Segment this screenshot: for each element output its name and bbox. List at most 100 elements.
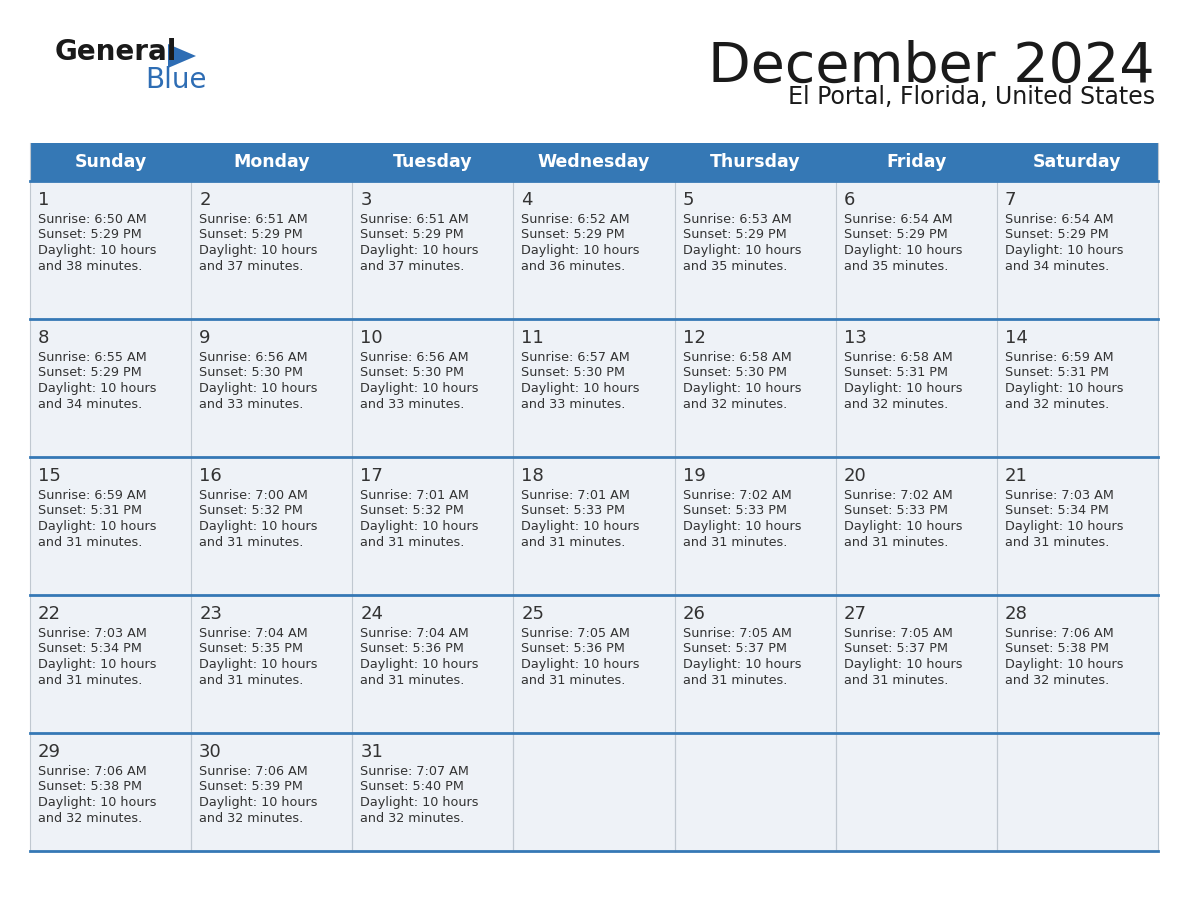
Text: Daylight: 10 hours: Daylight: 10 hours xyxy=(683,244,801,257)
Text: Sunset: 5:33 PM: Sunset: 5:33 PM xyxy=(683,505,786,518)
Text: Sunrise: 7:06 AM: Sunrise: 7:06 AM xyxy=(1005,627,1113,640)
Text: Sunset: 5:37 PM: Sunset: 5:37 PM xyxy=(843,643,948,655)
Text: and 31 minutes.: and 31 minutes. xyxy=(843,535,948,548)
Text: 20: 20 xyxy=(843,467,866,485)
Text: Sunset: 5:29 PM: Sunset: 5:29 PM xyxy=(200,229,303,241)
Text: Daylight: 10 hours: Daylight: 10 hours xyxy=(683,382,801,395)
Text: 11: 11 xyxy=(522,329,544,347)
Text: Sunrise: 6:59 AM: Sunrise: 6:59 AM xyxy=(1005,351,1113,364)
Bar xyxy=(353,457,513,595)
Bar xyxy=(835,733,997,851)
Text: 1: 1 xyxy=(38,191,50,209)
Text: Daylight: 10 hours: Daylight: 10 hours xyxy=(38,382,157,395)
Text: and 36 minutes.: and 36 minutes. xyxy=(522,260,626,273)
Text: 16: 16 xyxy=(200,467,222,485)
Text: Sunset: 5:34 PM: Sunset: 5:34 PM xyxy=(1005,505,1108,518)
Text: and 37 minutes.: and 37 minutes. xyxy=(360,260,465,273)
Text: Wednesday: Wednesday xyxy=(538,153,650,171)
Text: Daylight: 10 hours: Daylight: 10 hours xyxy=(1005,244,1124,257)
Text: 22: 22 xyxy=(38,605,61,623)
Text: and 34 minutes.: and 34 minutes. xyxy=(1005,260,1110,273)
Text: Sunrise: 6:51 AM: Sunrise: 6:51 AM xyxy=(360,213,469,226)
Text: and 31 minutes.: and 31 minutes. xyxy=(683,535,786,548)
Text: Daylight: 10 hours: Daylight: 10 hours xyxy=(200,382,317,395)
Text: and 32 minutes.: and 32 minutes. xyxy=(1005,397,1110,410)
Text: Daylight: 10 hours: Daylight: 10 hours xyxy=(1005,658,1124,671)
Text: Sunset: 5:36 PM: Sunset: 5:36 PM xyxy=(360,643,465,655)
Text: and 32 minutes.: and 32 minutes. xyxy=(843,397,948,410)
Text: and 31 minutes.: and 31 minutes. xyxy=(683,674,786,687)
Bar xyxy=(997,181,1158,319)
Bar xyxy=(353,319,513,457)
Text: Daylight: 10 hours: Daylight: 10 hours xyxy=(200,796,317,809)
Text: and 35 minutes.: and 35 minutes. xyxy=(683,260,786,273)
Text: 25: 25 xyxy=(522,605,544,623)
Text: Tuesday: Tuesday xyxy=(393,153,473,171)
Text: and 31 minutes.: and 31 minutes. xyxy=(38,674,143,687)
Text: Sunset: 5:29 PM: Sunset: 5:29 PM xyxy=(683,229,786,241)
Text: and 31 minutes.: and 31 minutes. xyxy=(38,535,143,548)
Text: and 31 minutes.: and 31 minutes. xyxy=(360,535,465,548)
Text: Daylight: 10 hours: Daylight: 10 hours xyxy=(843,382,962,395)
Text: Daylight: 10 hours: Daylight: 10 hours xyxy=(360,244,479,257)
Text: 31: 31 xyxy=(360,743,384,761)
Text: Sunrise: 7:04 AM: Sunrise: 7:04 AM xyxy=(360,627,469,640)
Bar xyxy=(997,733,1158,851)
Text: Daylight: 10 hours: Daylight: 10 hours xyxy=(38,796,157,809)
Text: Sunset: 5:30 PM: Sunset: 5:30 PM xyxy=(200,366,303,379)
Text: Sunrise: 6:50 AM: Sunrise: 6:50 AM xyxy=(38,213,147,226)
Text: Sunrise: 7:07 AM: Sunrise: 7:07 AM xyxy=(360,765,469,778)
Text: Thursday: Thursday xyxy=(710,153,801,171)
Text: Sunrise: 7:00 AM: Sunrise: 7:00 AM xyxy=(200,489,308,502)
Text: and 32 minutes.: and 32 minutes. xyxy=(38,812,143,824)
Bar xyxy=(675,181,835,319)
Text: Sunset: 5:33 PM: Sunset: 5:33 PM xyxy=(843,505,948,518)
Bar xyxy=(997,457,1158,595)
Text: Daylight: 10 hours: Daylight: 10 hours xyxy=(683,658,801,671)
Text: 15: 15 xyxy=(38,467,61,485)
Text: Sunset: 5:35 PM: Sunset: 5:35 PM xyxy=(200,643,303,655)
Text: Sunrise: 6:54 AM: Sunrise: 6:54 AM xyxy=(843,213,953,226)
Bar xyxy=(513,457,675,595)
Bar xyxy=(835,319,997,457)
Text: Daylight: 10 hours: Daylight: 10 hours xyxy=(360,796,479,809)
Text: Sunrise: 7:05 AM: Sunrise: 7:05 AM xyxy=(522,627,631,640)
Text: Sunrise: 7:01 AM: Sunrise: 7:01 AM xyxy=(360,489,469,502)
Text: Sunset: 5:29 PM: Sunset: 5:29 PM xyxy=(360,229,465,241)
Text: 18: 18 xyxy=(522,467,544,485)
Text: Sunset: 5:29 PM: Sunset: 5:29 PM xyxy=(843,229,948,241)
Text: Sunrise: 7:06 AM: Sunrise: 7:06 AM xyxy=(200,765,308,778)
Text: Sunrise: 7:03 AM: Sunrise: 7:03 AM xyxy=(38,627,147,640)
Bar xyxy=(191,733,353,851)
Text: Sunrise: 6:56 AM: Sunrise: 6:56 AM xyxy=(360,351,469,364)
Text: Daylight: 10 hours: Daylight: 10 hours xyxy=(38,520,157,533)
Text: and 34 minutes.: and 34 minutes. xyxy=(38,397,143,410)
Text: 3: 3 xyxy=(360,191,372,209)
Bar xyxy=(30,143,1158,181)
Text: Daylight: 10 hours: Daylight: 10 hours xyxy=(1005,382,1124,395)
Text: Sunset: 5:31 PM: Sunset: 5:31 PM xyxy=(1005,366,1108,379)
Text: 24: 24 xyxy=(360,605,384,623)
Text: Daylight: 10 hours: Daylight: 10 hours xyxy=(360,520,479,533)
Text: Sunset: 5:30 PM: Sunset: 5:30 PM xyxy=(522,366,625,379)
Bar xyxy=(835,181,997,319)
Text: Sunset: 5:30 PM: Sunset: 5:30 PM xyxy=(683,366,786,379)
Text: and 31 minutes.: and 31 minutes. xyxy=(522,535,626,548)
Text: and 31 minutes.: and 31 minutes. xyxy=(1005,535,1110,548)
Text: Sunday: Sunday xyxy=(75,153,146,171)
Text: Sunrise: 7:05 AM: Sunrise: 7:05 AM xyxy=(683,627,791,640)
Text: Sunset: 5:34 PM: Sunset: 5:34 PM xyxy=(38,643,141,655)
Text: 13: 13 xyxy=(843,329,866,347)
Bar xyxy=(513,595,675,733)
Text: 17: 17 xyxy=(360,467,384,485)
Text: and 35 minutes.: and 35 minutes. xyxy=(843,260,948,273)
Text: Daylight: 10 hours: Daylight: 10 hours xyxy=(522,244,640,257)
Bar xyxy=(675,733,835,851)
Text: Sunrise: 6:57 AM: Sunrise: 6:57 AM xyxy=(522,351,630,364)
Text: Saturday: Saturday xyxy=(1034,153,1121,171)
Text: Sunrise: 7:01 AM: Sunrise: 7:01 AM xyxy=(522,489,631,502)
Text: Sunrise: 6:52 AM: Sunrise: 6:52 AM xyxy=(522,213,630,226)
Text: Daylight: 10 hours: Daylight: 10 hours xyxy=(522,520,640,533)
Bar xyxy=(191,181,353,319)
Text: Sunrise: 6:56 AM: Sunrise: 6:56 AM xyxy=(200,351,308,364)
